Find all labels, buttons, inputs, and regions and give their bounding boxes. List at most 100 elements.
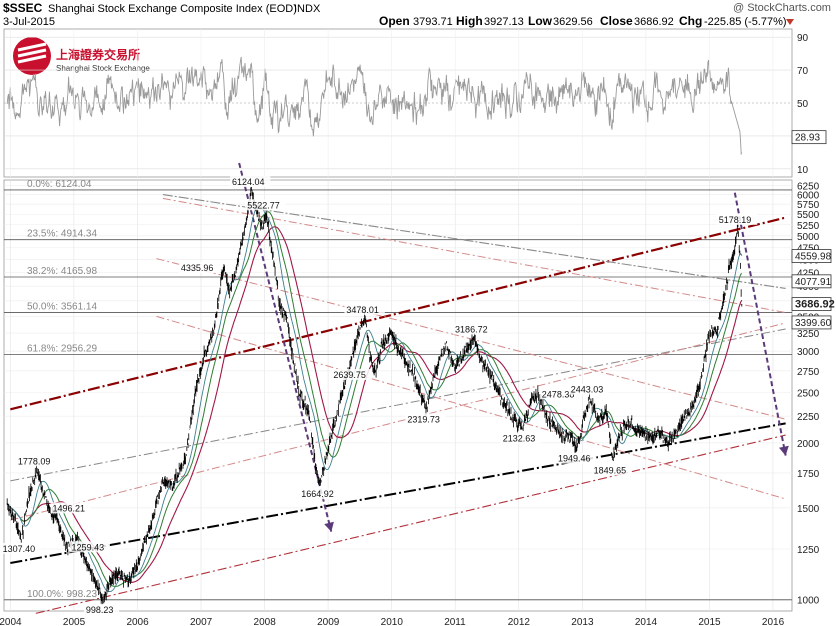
projection-arrow (733, 192, 787, 456)
peak-label-bg (344, 303, 385, 315)
fib-label: 61.8%: 2956.29 (27, 344, 97, 355)
x-tick-label: 2007 (190, 617, 213, 626)
y-tick-label: 6250 (797, 181, 820, 192)
peak-label-bg (245, 199, 286, 211)
date-label: 3-Jul-2015 (3, 16, 55, 28)
x-tick-label: 2016 (762, 617, 785, 626)
trend-line (35, 434, 786, 614)
x-tick-label: 2009 (317, 617, 340, 626)
peak-label-bg (15, 455, 57, 467)
sse-logo-icon (13, 37, 51, 75)
peak-label-bg (591, 464, 632, 476)
price-box (791, 249, 832, 263)
y-tick-label: 2500 (797, 388, 820, 399)
peak-label-bg (500, 432, 542, 444)
label-layer: 1778.09 1496.21 1307.40 1259.43 998.23 4335.9… (0, 175, 758, 615)
peak-label: 1778.09 (18, 456, 51, 466)
y-tick-label: 1750 (797, 469, 820, 480)
open-value: 3793.71 (413, 16, 453, 28)
grid-layer (4, 29, 792, 611)
open-label: Open (379, 14, 410, 28)
peak-label-bg (568, 383, 610, 395)
fib-label: 23.5%: 4914.34 (27, 229, 97, 240)
fib-label: 0.0%: 6124.04 (27, 179, 92, 190)
peak-label-bg (69, 541, 110, 553)
source-credit: @ StockCharts.com (733, 2, 831, 14)
peak-label: 5178.19 (719, 215, 752, 225)
peak-label-bg (405, 413, 446, 425)
close-label: Close (600, 14, 633, 28)
x-tick-label: 2012 (508, 617, 531, 626)
fib-layer: 0.0%: 6124.04 23.5%: 4914.34 38.2%: 4165.9… (4, 179, 792, 601)
peak-label-bg (299, 488, 340, 500)
y-tick-label: 6000 (797, 191, 820, 202)
peak-label: 4335.96 (181, 263, 214, 273)
arrow-head-icon (779, 445, 789, 456)
indicator-tick-label: 10 (797, 165, 809, 176)
peak-label: 2132.63 (503, 433, 536, 443)
price-box (791, 315, 832, 330)
symbol: $SSEC (3, 1, 43, 15)
trend-line (162, 197, 786, 314)
low-value: 3629.56 (553, 16, 593, 28)
chg-label: Chg (679, 14, 702, 28)
y-tick-label: 1000 (797, 595, 820, 606)
indicator-current-value: 28.93 (795, 133, 820, 144)
indicator-line (6, 56, 743, 156)
price-box (791, 297, 832, 312)
y-tick-label: 2000 (797, 439, 820, 450)
price-box-value: 3399.60 (795, 318, 832, 329)
high-value: 3927.13 (484, 16, 524, 28)
chg-value: -225.85 (-5.77%) (704, 16, 787, 28)
trend-line (10, 322, 786, 521)
peak-label: 1259.43 (72, 542, 105, 552)
x-tick-label: 2008 (254, 617, 277, 626)
trend-line (10, 216, 786, 411)
trend-layer (10, 162, 789, 614)
close-value: 3686.92 (634, 16, 674, 28)
low-label: Low (528, 14, 553, 28)
peak-label-bg (83, 603, 120, 615)
y-tick-label: 5750 (797, 200, 820, 211)
fib-label: 38.2%: 4165.98 (27, 266, 97, 277)
trend-line (156, 315, 786, 500)
peak-label-bg (178, 261, 220, 273)
peak-label-bg (331, 368, 372, 380)
peak-label: 2639.75 (333, 370, 366, 380)
peak-label: 1664.92 (301, 489, 334, 499)
peak-label: 6124.04 (232, 177, 265, 187)
down-triangle-icon (786, 19, 794, 25)
y-tick-label: 1500 (797, 504, 820, 515)
exchange: INDX (294, 3, 321, 15)
peak-label: 2478.38 (542, 389, 575, 399)
price-layer (6, 186, 743, 605)
peak-label: 1949.46 (558, 454, 591, 464)
axis-layer: 2004 2005 2006 2007 2008 2009 2010 2011 2012 2013… (0, 181, 835, 626)
peak-label-bg (453, 323, 494, 335)
trend-line (10, 422, 786, 564)
x-tick-label: 2011 (444, 617, 466, 626)
y-tick-label: 5250 (797, 221, 820, 232)
peak-label: 1307.40 (3, 544, 36, 554)
fib-label: 50.0%: 3561.14 (27, 301, 97, 312)
high-label: High (456, 14, 483, 28)
y-tick-label: 5500 (797, 210, 820, 221)
arrow-head-icon (324, 521, 334, 532)
y-tick-label: 4250 (797, 268, 820, 279)
peak-label: 3186.72 (455, 325, 488, 335)
trend-line (156, 258, 786, 420)
fib-label: 100.0%: 998.23 (27, 589, 97, 600)
price-box (791, 274, 832, 289)
index-name: Shanghai Stock Exchange Composite Index … (48, 3, 297, 15)
x-tick-label: 2005 (63, 617, 86, 626)
y-tick-label: 5000 (797, 232, 820, 243)
y-tick-label: 2750 (797, 367, 820, 378)
x-tick-label: 2004 (0, 617, 22, 626)
peak-label-bg (556, 452, 597, 464)
peak-label: 3478.01 (346, 305, 379, 315)
price-box-value: 3686.92 (795, 299, 835, 311)
price-box-value: 4559.98 (795, 252, 832, 263)
x-tick-label: 2006 (126, 617, 149, 626)
peak-label-bg (230, 175, 271, 187)
peak-label-bg (50, 502, 91, 514)
